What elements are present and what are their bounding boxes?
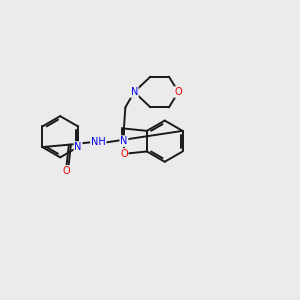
Text: N: N [130, 87, 138, 97]
Text: O: O [175, 87, 182, 97]
Text: O: O [63, 166, 70, 176]
Text: N: N [74, 142, 82, 152]
Text: N: N [120, 136, 128, 146]
Text: NH: NH [91, 137, 106, 147]
Text: O: O [120, 149, 128, 159]
